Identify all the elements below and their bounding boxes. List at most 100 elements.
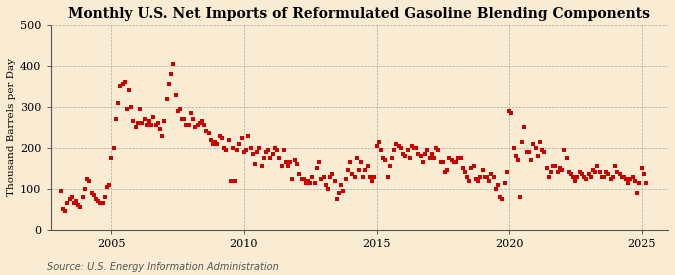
Point xyxy=(287,176,298,181)
Point xyxy=(55,189,66,193)
Point xyxy=(380,158,391,162)
Point xyxy=(632,191,643,195)
Point xyxy=(298,176,309,181)
Point xyxy=(333,191,344,195)
Point xyxy=(548,164,559,169)
Point xyxy=(146,123,157,128)
Point xyxy=(530,146,541,150)
Point xyxy=(351,156,362,160)
Point xyxy=(106,156,117,160)
Point xyxy=(466,166,477,170)
Point xyxy=(93,199,104,203)
Point xyxy=(300,180,311,185)
Point xyxy=(599,174,610,179)
Point xyxy=(135,107,146,111)
Point xyxy=(488,174,499,179)
Point xyxy=(267,152,278,156)
Point xyxy=(199,123,210,128)
Point xyxy=(418,160,429,164)
Point xyxy=(435,160,446,164)
Point xyxy=(256,164,267,169)
Point xyxy=(276,164,287,169)
Point xyxy=(533,154,543,158)
Point xyxy=(444,156,455,160)
Point xyxy=(311,166,322,170)
Point xyxy=(99,195,110,199)
Point xyxy=(234,142,245,146)
Point xyxy=(73,203,84,207)
Point xyxy=(168,62,179,66)
Point xyxy=(437,160,448,164)
Point xyxy=(594,170,605,175)
Point xyxy=(232,148,243,152)
Point xyxy=(369,174,380,179)
Point xyxy=(128,119,139,123)
Point xyxy=(585,174,596,179)
Point xyxy=(247,152,258,156)
Point xyxy=(563,170,574,175)
Point xyxy=(316,176,327,181)
Point xyxy=(420,152,431,156)
Point xyxy=(196,119,207,123)
Point xyxy=(497,197,508,201)
Point xyxy=(126,105,137,109)
Point xyxy=(581,176,592,181)
Point xyxy=(90,197,101,201)
Point xyxy=(342,168,353,172)
Point xyxy=(578,174,589,179)
Point xyxy=(442,168,453,172)
Point xyxy=(508,146,519,150)
Point xyxy=(327,172,338,177)
Point xyxy=(272,148,283,152)
Point xyxy=(502,170,512,175)
Point xyxy=(151,123,161,128)
Point xyxy=(636,166,647,170)
Point xyxy=(62,201,73,205)
Point xyxy=(163,82,174,87)
Point xyxy=(433,148,443,152)
Point xyxy=(86,191,97,195)
Point xyxy=(68,201,79,205)
Point xyxy=(254,146,265,150)
Point xyxy=(208,142,219,146)
Point xyxy=(225,178,236,183)
Point xyxy=(174,107,185,111)
Point xyxy=(124,88,134,93)
Point xyxy=(616,174,627,179)
Point xyxy=(592,164,603,169)
Point xyxy=(82,176,92,181)
Point xyxy=(404,156,415,160)
Point xyxy=(59,209,70,214)
Point xyxy=(371,144,382,148)
Point xyxy=(446,158,457,162)
Point xyxy=(413,152,424,156)
Point xyxy=(139,117,150,121)
Point xyxy=(184,123,194,128)
Point xyxy=(526,158,537,162)
Point xyxy=(375,148,386,152)
Point xyxy=(115,84,126,89)
Point xyxy=(517,139,528,144)
Point xyxy=(194,121,205,125)
Point xyxy=(314,160,325,164)
Point xyxy=(601,170,612,175)
Point xyxy=(117,82,128,87)
Point xyxy=(179,117,190,121)
Point xyxy=(605,176,616,181)
Point xyxy=(192,123,203,128)
Point xyxy=(603,172,614,177)
Point xyxy=(482,174,493,179)
Point xyxy=(422,148,433,152)
Point xyxy=(141,123,152,128)
Point xyxy=(190,125,201,130)
Point xyxy=(515,195,526,199)
Point xyxy=(80,187,90,191)
Point xyxy=(506,111,516,115)
Point xyxy=(305,180,316,185)
Point xyxy=(294,172,304,177)
Point xyxy=(557,168,568,172)
Point xyxy=(84,178,95,183)
Point xyxy=(201,129,212,134)
Point xyxy=(477,168,488,172)
Point xyxy=(130,125,141,130)
